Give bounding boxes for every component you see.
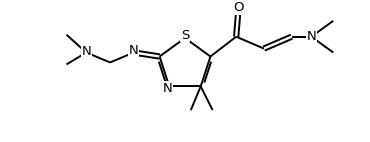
Text: N: N xyxy=(81,45,91,58)
Text: S: S xyxy=(181,29,189,42)
Text: O: O xyxy=(233,1,243,14)
Text: N: N xyxy=(162,82,172,95)
Text: N: N xyxy=(129,44,139,57)
Text: N: N xyxy=(307,30,316,43)
